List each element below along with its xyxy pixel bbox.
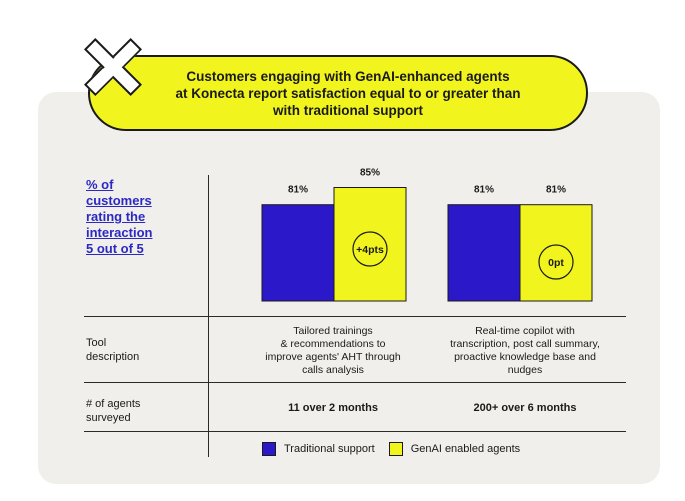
delta-label: +4pts	[356, 244, 384, 256]
chart-legend: Traditional support GenAI enabled agents	[262, 442, 534, 456]
legend-item-traditional: Traditional support	[262, 442, 375, 456]
data-label: 81%	[474, 185, 494, 196]
delta-badge	[538, 244, 574, 280]
agents-surveyed-1: 11 over 2 months	[288, 402, 378, 414]
row-divider	[84, 382, 626, 383]
metric-label: % of customers rating the interaction 5 …	[86, 177, 153, 256]
legend-label-traditional: Traditional support	[284, 443, 375, 455]
tool-description-label: Tool description	[86, 337, 140, 363]
agents-surveyed-label: # of agents surveyed	[86, 398, 141, 424]
headline-banner: Customers engaging with GenAI-enhanced a…	[88, 55, 588, 131]
legend-item-genai: GenAI enabled agents	[388, 442, 521, 456]
data-label: 85%	[360, 168, 380, 179]
tool-description-2: Real-time copilot with transcription, po…	[450, 325, 600, 376]
legend-swatch-traditional	[262, 442, 276, 456]
bar-traditional-1	[261, 204, 335, 302]
legend-swatch-genai	[388, 442, 403, 456]
tool-description-1: Tailored trainings & recommendations to …	[265, 325, 401, 376]
delta-label: 0pt	[548, 257, 564, 269]
row-divider	[84, 316, 626, 317]
bar-genai-2	[519, 204, 593, 302]
legend-label-genai: GenAI enabled agents	[410, 443, 521, 455]
agents-surveyed-2: 200+ over 6 months	[473, 402, 577, 414]
bar-traditional-2	[447, 204, 521, 302]
headline-text: Customers engaging with GenAI-enhanced a…	[175, 68, 521, 118]
delta-badge	[352, 231, 388, 267]
row-divider	[84, 431, 626, 432]
bar-genai-1	[333, 187, 407, 302]
data-label: 81%	[288, 185, 308, 196]
data-label: 81%	[546, 185, 566, 196]
